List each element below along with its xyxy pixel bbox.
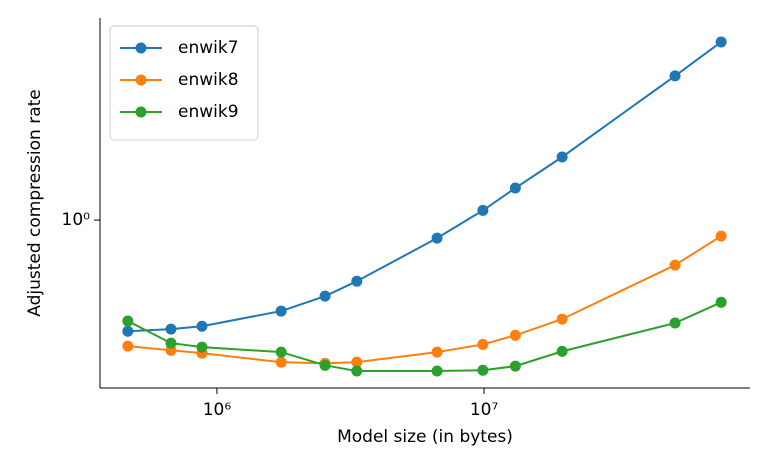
data-point bbox=[275, 346, 287, 358]
legend-marker bbox=[135, 74, 147, 86]
data-point bbox=[431, 346, 443, 358]
data-point bbox=[556, 151, 568, 163]
data-point bbox=[509, 360, 521, 372]
series-line bbox=[127, 235, 722, 365]
y-axis-label: Adjusted compression rate bbox=[25, 89, 45, 317]
data-point bbox=[509, 329, 521, 341]
legend-marker bbox=[135, 106, 147, 118]
data-point bbox=[431, 365, 443, 377]
data-point bbox=[477, 338, 489, 350]
data-point bbox=[477, 364, 489, 376]
data-point bbox=[509, 182, 521, 194]
data-point bbox=[556, 345, 568, 357]
data-point bbox=[165, 323, 177, 335]
y-tick-label: 10⁰ bbox=[62, 210, 91, 230]
data-point bbox=[556, 313, 568, 325]
data-point bbox=[319, 359, 331, 371]
x-axis-label: Model size (in bytes) bbox=[337, 427, 513, 447]
data-point bbox=[196, 320, 208, 332]
series-line bbox=[127, 301, 722, 373]
data-point bbox=[122, 340, 134, 352]
legend-marker bbox=[135, 42, 147, 54]
legend-label: enwik8 bbox=[178, 70, 239, 90]
data-point bbox=[477, 204, 489, 216]
data-point bbox=[715, 296, 727, 308]
data-point bbox=[275, 356, 287, 368]
data-point bbox=[196, 341, 208, 353]
legend-label: enwik9 bbox=[178, 102, 239, 122]
data-point bbox=[275, 305, 287, 317]
x-tick-label: 10⁷ bbox=[470, 400, 499, 420]
data-point bbox=[431, 232, 443, 244]
data-point bbox=[715, 230, 727, 242]
data-point bbox=[122, 315, 134, 327]
data-point bbox=[165, 337, 177, 349]
data-point bbox=[669, 259, 681, 271]
data-point bbox=[122, 325, 134, 337]
legend-label: enwik7 bbox=[178, 38, 239, 58]
data-point bbox=[351, 356, 363, 368]
data-point bbox=[319, 290, 331, 302]
data-point bbox=[715, 36, 727, 48]
x-tick-label: 10⁶ bbox=[203, 400, 232, 420]
data-point bbox=[351, 365, 363, 377]
data-point bbox=[669, 70, 681, 82]
data-point bbox=[669, 317, 681, 329]
data-point bbox=[351, 275, 363, 287]
